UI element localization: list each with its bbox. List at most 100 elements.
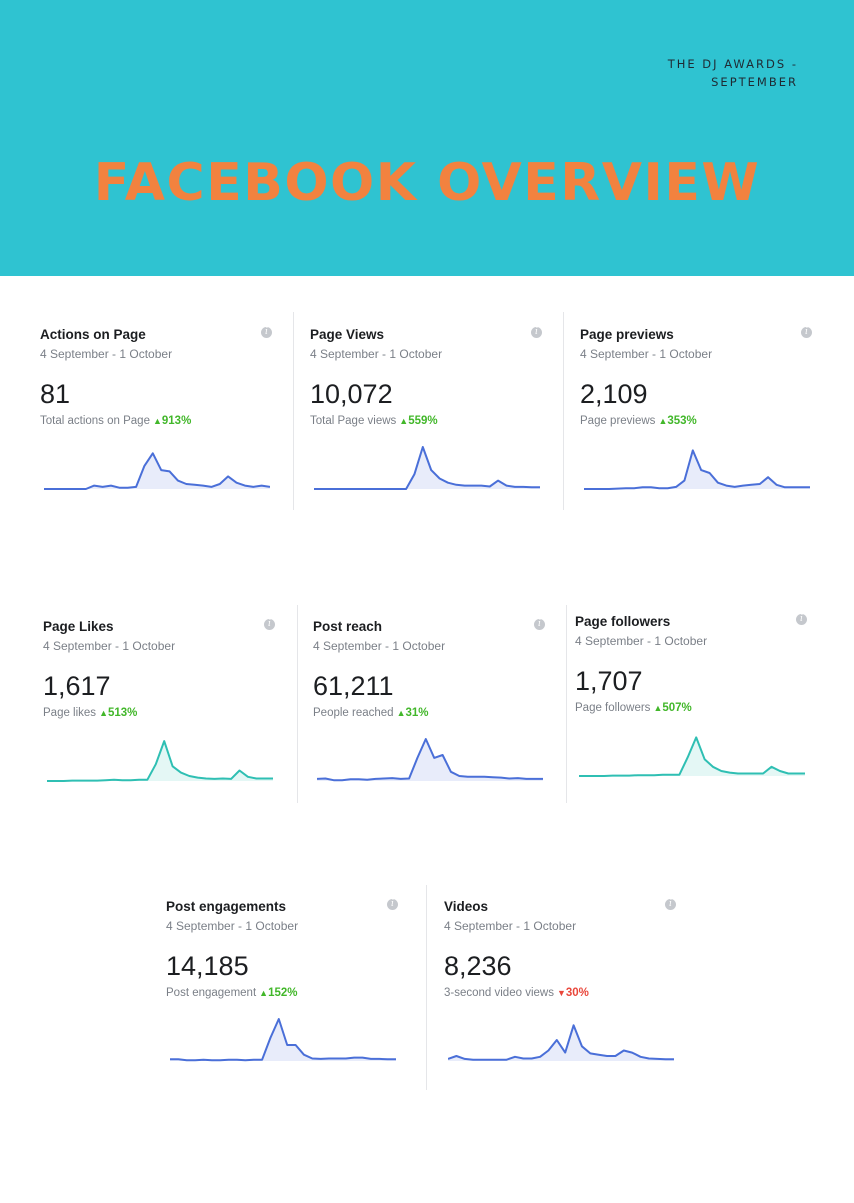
insight-card[interactable]: Page previews i 4 September - 1 October 2,1…: [580, 315, 812, 515]
card-metric: Post engagement ▲152%: [166, 987, 298, 999]
card-value: 10,072: [310, 379, 393, 409]
change-badge: ▼30%: [557, 987, 589, 999]
trend-arrow-icon: ▲: [396, 708, 406, 718]
change-badge: ▲507%: [653, 702, 691, 714]
sparkline-area: [579, 737, 805, 776]
metric-label: 3-second video views: [444, 987, 554, 999]
sparkline-area: [448, 1025, 674, 1061]
metric-label: Page likes: [43, 707, 97, 719]
change-value: 31%: [405, 707, 429, 719]
sparkline: [579, 736, 805, 777]
card-date-range: 4 September - 1 October: [43, 639, 176, 653]
sparkline: [170, 1018, 396, 1062]
info-icon[interactable]: i: [387, 899, 398, 910]
info-icon[interactable]: i: [264, 619, 275, 630]
change-badge: ▲31%: [397, 707, 429, 719]
card-title: Actions on Page: [40, 327, 146, 342]
sparkline: [47, 740, 273, 782]
trend-arrow-icon: ▲: [399, 416, 409, 426]
insight-card[interactable]: Page followers i 4 September - 1 October 1,…: [575, 602, 807, 802]
metric-label: Page previews: [580, 415, 656, 427]
change-badge: ▲559%: [399, 415, 437, 427]
card-date-range: 4 September - 1 October: [580, 347, 713, 361]
sparkline-area: [317, 739, 543, 781]
sparkline-line: [170, 1018, 396, 1062]
change-value: 507%: [662, 702, 692, 714]
change-value: 913%: [161, 415, 192, 427]
card-metric: Total Page views ▲559%: [310, 415, 438, 427]
insight-card[interactable]: Page Views i 4 September - 1 October 10,072…: [310, 315, 542, 515]
card-title: Videos: [444, 899, 489, 914]
card-metric: Total actions on Page ▲913%: [40, 415, 191, 427]
info-icon[interactable]: i: [665, 899, 676, 910]
card-date-range: 4 September - 1 October: [310, 347, 443, 361]
card-title: Page Views: [310, 327, 385, 342]
info-icon[interactable]: i: [531, 327, 542, 338]
metric-label: Total actions on Page: [40, 415, 150, 427]
change-badge: ▲913%: [153, 415, 191, 427]
info-icon[interactable]: i: [796, 614, 807, 625]
sparkline-area: [170, 1019, 396, 1061]
card-date-range: 4 September - 1 October: [575, 634, 708, 648]
card-value: 8,236: [444, 951, 512, 981]
card-value: 14,185: [166, 951, 249, 981]
divider: [566, 605, 567, 803]
change-badge: ▲152%: [259, 987, 297, 999]
card-metric: Page previews ▲353%: [580, 415, 697, 427]
divider: [293, 312, 294, 510]
insight-card[interactable]: Post engagements i 4 September - 1 October…: [166, 887, 398, 1087]
card-value: 81: [40, 379, 71, 409]
metric-label: Post engagement: [166, 987, 257, 999]
card-date-range: 4 September - 1 October: [313, 639, 446, 653]
sparkline-line: [314, 446, 540, 490]
insight-card[interactable]: Page Likes i 4 September - 1 October 1,617 P…: [43, 607, 275, 807]
sparkline: [317, 738, 543, 782]
card-title: Page Likes: [43, 619, 114, 634]
report-subtitle: THE DJ AWARDS - SEPTEMBER: [668, 55, 798, 91]
card-value: 2,109: [580, 379, 648, 409]
divider: [297, 605, 298, 803]
trend-arrow-icon: ▲: [653, 703, 663, 713]
info-icon[interactable]: i: [801, 327, 812, 338]
sparkline-area: [584, 450, 810, 489]
info-icon[interactable]: i: [534, 619, 545, 630]
sparkline-line: [579, 736, 805, 777]
insight-card[interactable]: Post reach i 4 September - 1 October 61,211…: [313, 607, 545, 807]
insight-card[interactable]: Actions on Page i 4 September - 1 October 8…: [40, 315, 272, 515]
trend-arrow-icon: ▲: [152, 416, 162, 426]
change-value: 353%: [667, 415, 697, 427]
change-value: 513%: [107, 707, 138, 719]
sparkline: [314, 446, 540, 490]
divider: [426, 885, 427, 1090]
sparkline-area: [314, 447, 540, 489]
metric-label: People reached: [313, 707, 394, 719]
trend-arrow-icon: ▲: [99, 708, 108, 718]
card-metric: Page followers ▲507%: [575, 702, 692, 714]
change-value: 152%: [268, 987, 298, 999]
metric-label: Page followers: [575, 702, 651, 714]
card-title: Page previews: [580, 327, 674, 342]
card-value: 61,211: [313, 671, 394, 701]
info-icon[interactable]: i: [261, 327, 272, 338]
sparkline-line: [44, 452, 270, 490]
subtitle-line-2: SEPTEMBER: [711, 75, 798, 89]
card-title: Post reach: [313, 619, 383, 634]
sparkline-line: [448, 1024, 674, 1061]
sparkline-area: [47, 741, 273, 781]
sparkline-line: [47, 740, 273, 782]
card-date-range: 4 September - 1 October: [444, 919, 577, 933]
insight-card[interactable]: Videos i 4 September - 1 October 8,236 3-sec…: [444, 887, 676, 1087]
card-date-range: 4 September - 1 October: [166, 919, 299, 933]
change-badge: ▲353%: [658, 415, 696, 427]
subtitle-line-1: THE DJ AWARDS -: [667, 57, 798, 71]
sparkline: [584, 449, 810, 490]
card-value: 1,707: [575, 666, 643, 696]
trend-arrow-icon: ▲: [259, 988, 269, 998]
page-header: THE DJ AWARDS - SEPTEMBER FACEBOOK OVERV…: [0, 0, 854, 276]
card-value: 1,617: [43, 671, 111, 701]
card-title: Page followers: [575, 614, 671, 629]
change-badge: ▲513%: [99, 707, 137, 719]
sparkline: [44, 452, 270, 490]
metric-label: Total Page views: [310, 415, 397, 427]
card-metric: People reached ▲31%: [313, 707, 429, 719]
